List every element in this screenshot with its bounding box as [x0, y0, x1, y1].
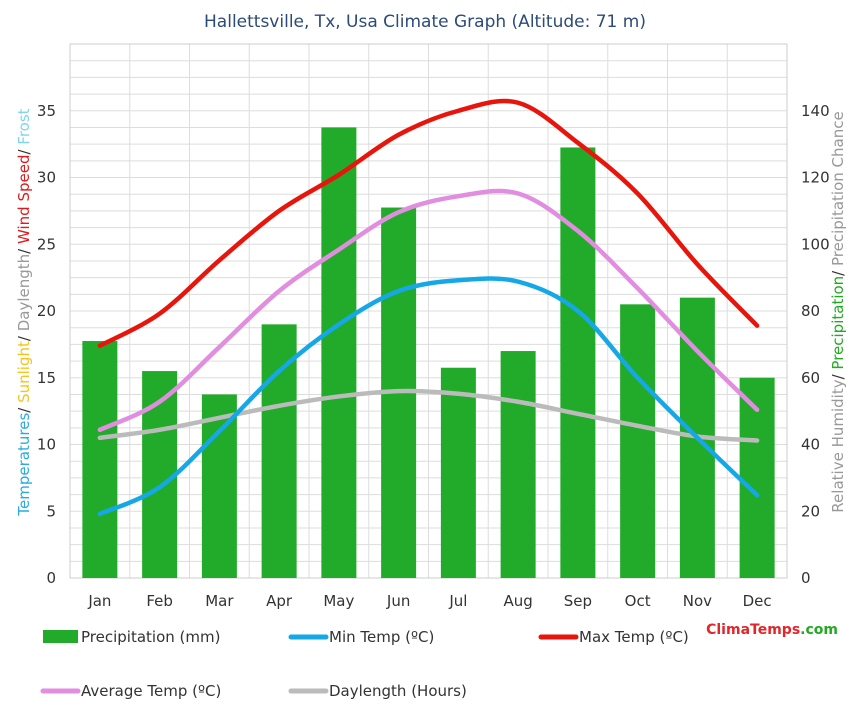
x-tick-label: May	[323, 592, 354, 610]
series-line-average-temp	[97, 188, 760, 433]
right-tick-label: 100	[801, 235, 830, 253]
left-tick-label: 15	[37, 369, 56, 387]
legend-item: Average Temp (ºC)	[40, 682, 221, 700]
plot-border	[69, 43, 788, 579]
series-lines	[97, 98, 760, 517]
axis-label-part: /	[15, 331, 33, 341]
axis-label-part: Wind Speed	[15, 155, 33, 245]
x-tick-label: Dec	[743, 592, 772, 610]
axis-label-part: Relative Humidity	[829, 379, 847, 512]
x-tick-label: Jul	[448, 592, 467, 610]
legend-item: Precipitation (mm)	[43, 628, 220, 646]
precipitation-bar-aug	[500, 351, 536, 578]
right-tick-label: 80	[801, 302, 820, 320]
legend-label: Precipitation (mm)	[81, 628, 220, 646]
x-tick-label: Feb	[146, 592, 173, 610]
series-line-min-temp	[97, 276, 760, 517]
axis-label-part: Frost	[15, 108, 33, 144]
precipitation-bar-jan	[82, 341, 118, 578]
x-tick-label: Sep	[564, 592, 592, 610]
legend-item: Min Temp (ºC)	[288, 628, 434, 646]
axis-label-part: /	[15, 244, 33, 254]
legend-item: Max Temp (ºC)	[538, 628, 689, 646]
axis-label-part: /	[15, 403, 33, 413]
x-tick-label: Apr	[266, 592, 293, 610]
precipitation-bar-jul	[440, 367, 476, 578]
precipitation-bar-apr	[261, 324, 297, 578]
left-tick-label: 35	[37, 102, 56, 120]
x-tick-label: Mar	[205, 592, 234, 610]
axis-label-part: Precipitation Chance	[829, 111, 847, 266]
axis-label-part: Sunlight	[15, 341, 33, 403]
x-tick-label: Oct	[625, 592, 651, 610]
legend-swatch	[43, 630, 78, 643]
left-tick-label: 10	[37, 436, 56, 454]
series-line-max-temp	[97, 98, 760, 348]
chart-title: Hallettsville, Tx, Usa Climate Graph (Al…	[204, 12, 646, 32]
x-tick-label: Nov	[683, 592, 712, 610]
right-tick-label: 40	[801, 436, 820, 454]
brand-part-3: .com	[800, 622, 838, 638]
precipitation-bar-mar	[201, 394, 237, 578]
series-line-daylength	[97, 388, 760, 443]
brand-part-1: Clima	[706, 622, 750, 638]
axis-label-part: Temperatures	[15, 413, 33, 517]
right-tick-label: 120	[801, 169, 830, 187]
left-tick-label: 30	[37, 169, 56, 187]
right-tick-label: 20	[801, 502, 820, 520]
x-tick-label: Jun	[386, 592, 410, 610]
x-tick-label: Jan	[87, 592, 111, 610]
brand-logo[interactable]: ClimaTemps.com	[706, 622, 838, 638]
axis-label-part: /	[15, 145, 33, 155]
legend: Precipitation (mm) Min Temp (ºC) Max Temp …	[40, 628, 689, 700]
right-tick-label: 60	[801, 369, 820, 387]
axis-label-part: /	[829, 370, 847, 380]
precipitation-bar-may	[321, 127, 357, 578]
axis-label-part: Precipitation	[829, 276, 847, 370]
axis-label-part: /	[829, 266, 847, 276]
precipitation-bar-sep	[560, 147, 596, 578]
right-axis-label: Relative Humidity/ Precipitation/ Precip…	[829, 111, 847, 512]
legend-label: Min Temp (ºC)	[329, 628, 434, 646]
left-tick-label: 20	[37, 302, 56, 320]
legend-label: Max Temp (ºC)	[579, 628, 689, 646]
legend-label: Daylength (Hours)	[329, 682, 467, 700]
precipitation-bar-oct	[620, 304, 656, 578]
precipitation-bar-feb	[142, 371, 178, 578]
legend-label: Average Temp (ºC)	[81, 682, 221, 700]
axis-label-part: Daylength	[15, 254, 33, 331]
left-axis-label: Temperatures/ Sunlight/ Daylength/ Wind …	[15, 108, 33, 516]
plot-grid	[69, 43, 788, 579]
left-tick-label: 25	[37, 235, 56, 253]
brand-part-2: Temps	[750, 622, 800, 638]
left-tick-label: 0	[46, 569, 56, 587]
left-tick-label: 5	[46, 502, 56, 520]
legend-item: Daylength (Hours)	[288, 682, 467, 700]
axes: 0 5 10 15 20 25 30 35 0 20 40 60 80 100 120 140 Jan Feb Ma…	[37, 102, 830, 610]
right-tick-label: 0	[801, 569, 811, 587]
x-tick-label: Aug	[503, 592, 532, 610]
right-tick-label: 140	[801, 102, 830, 120]
